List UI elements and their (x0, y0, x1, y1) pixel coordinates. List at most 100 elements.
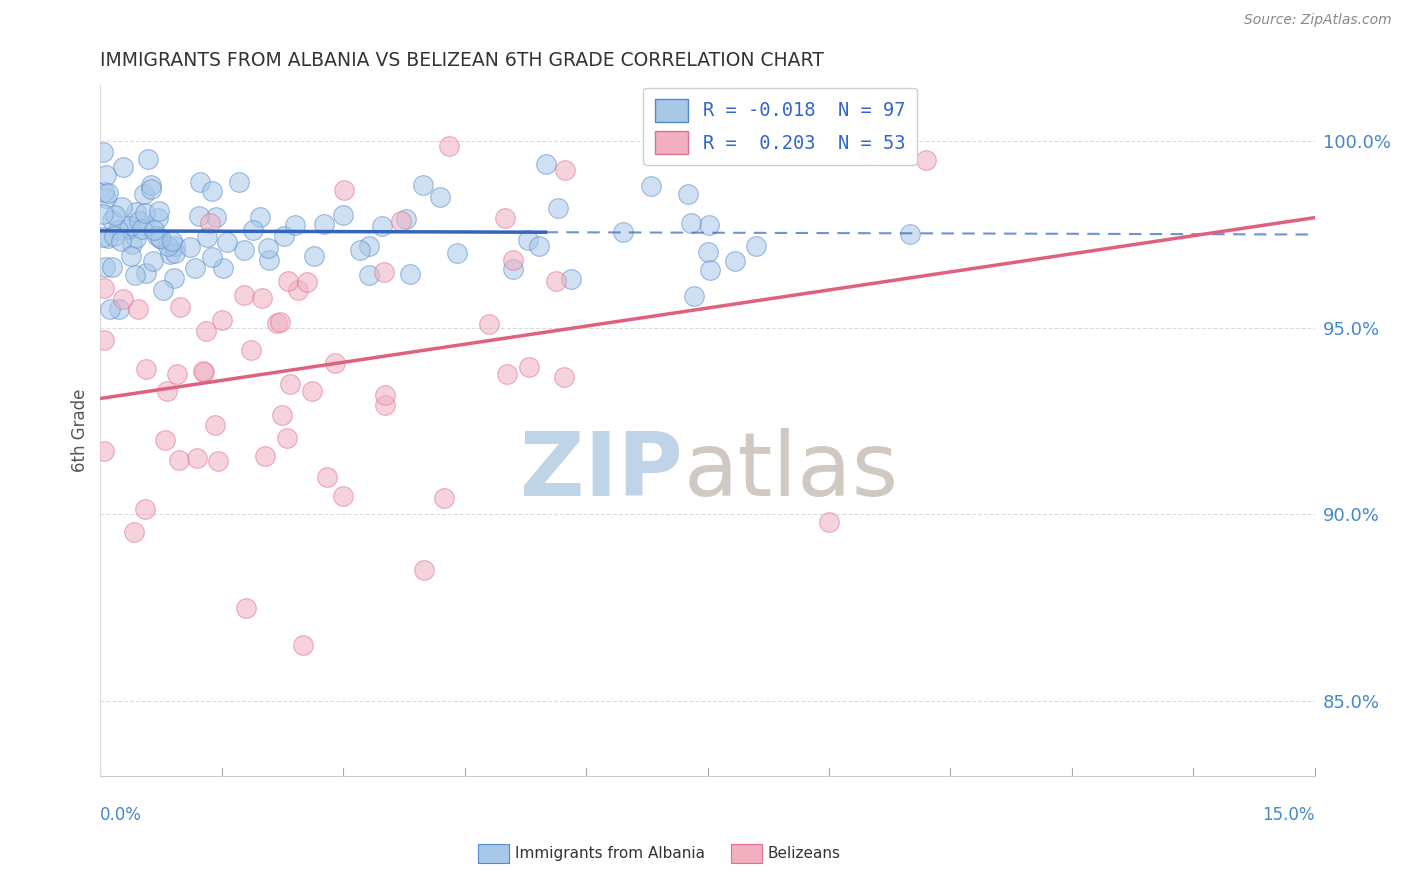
Point (211, 313, 233, 327)
Point (94, 169, 117, 183)
Point (232, 288, 254, 302)
Point (100, 260, 122, 274)
Point (138, 152, 160, 166)
Point (297, 275, 319, 289)
Point (134, 187, 156, 202)
Point (207, 453, 229, 467)
Text: atlas: atlas (683, 428, 898, 516)
Point (120, 219, 142, 234)
Point (257, 241, 280, 255)
Point (205, 210, 228, 224)
Point (439, 139, 461, 153)
Point (612, 225, 634, 239)
Point (134, 502, 156, 516)
Point (544, 274, 567, 288)
Text: Belizeans: Belizeans (768, 847, 841, 861)
Point (373, 265, 395, 279)
Point (433, 491, 456, 505)
Point (697, 218, 720, 232)
Point (291, 638, 314, 652)
Point (97, 186, 120, 200)
Point (107, 223, 129, 237)
Point (104, 208, 127, 222)
Point (252, 291, 274, 305)
Point (898, 227, 921, 242)
Point (519, 360, 541, 375)
Point (93, 186, 115, 200)
Point (134, 205, 156, 219)
Point (124, 268, 146, 282)
Point (270, 408, 292, 422)
Point (359, 239, 381, 253)
Point (93, 333, 115, 347)
Point (302, 249, 325, 263)
Legend: R = -0.018  N = 97, R =  0.203  N = 53: R = -0.018 N = 97, R = 0.203 N = 53 (644, 87, 917, 165)
Point (374, 388, 396, 402)
Point (357, 268, 380, 283)
Point (269, 314, 291, 328)
Point (128, 214, 150, 228)
Point (124, 205, 146, 219)
Point (146, 211, 169, 225)
Point (117, 222, 139, 236)
Point (194, 324, 217, 338)
Point (276, 431, 298, 445)
Point (235, 600, 257, 615)
Point (127, 301, 149, 316)
Y-axis label: 6th Grade: 6th Grade (72, 389, 89, 472)
Point (93, 145, 115, 160)
Point (745, 238, 768, 252)
Point (139, 178, 162, 193)
Point (257, 252, 280, 267)
Point (166, 368, 188, 382)
Point (132, 219, 155, 233)
Point (395, 212, 418, 227)
Point (314, 217, 336, 231)
Point (502, 262, 524, 277)
Text: Immigrants from Albania: Immigrants from Albania (515, 847, 704, 861)
Point (212, 261, 235, 276)
Point (152, 283, 174, 297)
Point (184, 260, 207, 275)
Point (188, 175, 211, 189)
Point (249, 210, 271, 224)
Point (198, 216, 221, 230)
Point (496, 367, 519, 381)
Point (323, 356, 346, 370)
Point (153, 433, 176, 447)
Point (301, 384, 323, 398)
Point (527, 239, 550, 253)
Point (142, 254, 165, 268)
Point (91, 230, 114, 244)
Text: ZIP: ZIP (520, 428, 683, 516)
Point (98, 302, 121, 317)
Point (278, 376, 301, 391)
Point (139, 181, 162, 195)
Point (254, 449, 277, 463)
Point (478, 317, 501, 331)
Point (148, 204, 170, 219)
Point (122, 525, 145, 540)
Point (201, 184, 224, 198)
Point (412, 178, 434, 192)
Point (131, 222, 153, 236)
Point (156, 238, 179, 252)
Point (640, 178, 662, 193)
Point (193, 365, 215, 379)
Point (332, 489, 354, 503)
Point (273, 228, 295, 243)
Point (429, 190, 451, 204)
Point (228, 175, 250, 189)
Point (676, 186, 699, 201)
Point (97, 231, 120, 245)
Point (101, 213, 124, 227)
Point (332, 208, 354, 222)
Point (195, 229, 218, 244)
Text: Source: ZipAtlas.com: Source: ZipAtlas.com (1244, 13, 1392, 28)
Point (266, 317, 288, 331)
Point (188, 209, 211, 223)
Text: 0.0%: 0.0% (100, 805, 142, 823)
Point (494, 211, 516, 226)
Point (371, 219, 394, 234)
Point (682, 289, 704, 303)
